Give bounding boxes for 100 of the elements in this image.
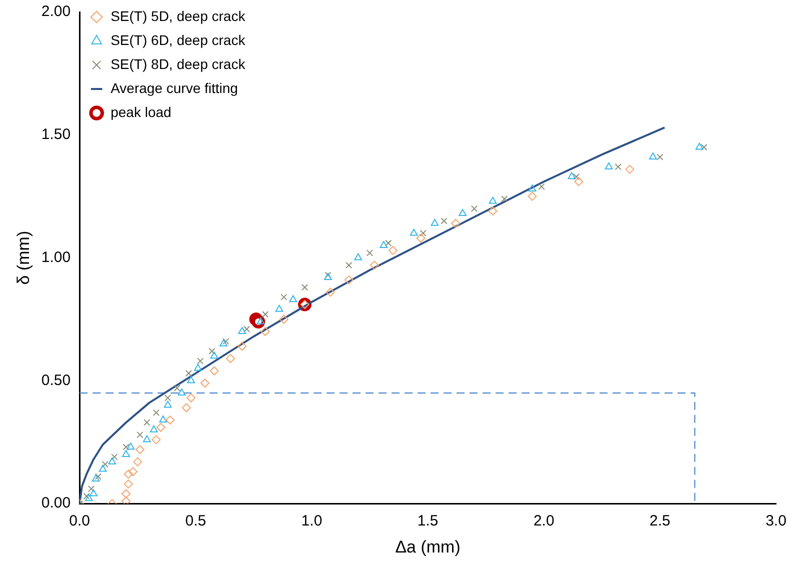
point	[83, 492, 90, 500]
point	[136, 431, 144, 438]
point	[625, 164, 634, 174]
y-tick-label: 1.50	[41, 126, 71, 144]
y-axis-title: δ (mm)	[14, 230, 33, 285]
point	[488, 196, 497, 204]
point	[238, 342, 247, 351]
point	[488, 206, 498, 216]
point	[501, 195, 508, 202]
point	[354, 253, 362, 260]
point	[528, 192, 537, 201]
x-tick-label: 0.5	[185, 512, 206, 530]
point	[458, 209, 467, 216]
point	[380, 241, 388, 248]
point	[185, 370, 192, 377]
point	[142, 435, 151, 442]
point	[200, 378, 210, 388]
point	[649, 152, 657, 160]
point	[135, 445, 144, 454]
legend-label: SE(T) 5D, deep crack	[110, 8, 246, 24]
point	[574, 177, 584, 186]
point	[126, 442, 135, 450]
point	[538, 183, 545, 190]
point	[289, 295, 298, 302]
point	[159, 416, 168, 423]
point	[128, 467, 138, 476]
point	[108, 457, 116, 464]
point	[614, 164, 622, 170]
point	[88, 486, 95, 492]
x-tick-label: 3.0	[766, 512, 786, 530]
point	[410, 228, 418, 236]
point	[388, 246, 398, 255]
point	[178, 388, 186, 396]
point	[568, 172, 576, 180]
y-tick-label: 0.50	[41, 372, 71, 389]
point	[604, 162, 613, 170]
legend-label: peak load	[110, 104, 172, 120]
y-tick-label: 2.00	[41, 3, 71, 20]
point	[220, 339, 228, 346]
point	[573, 173, 580, 180]
point	[279, 314, 288, 324]
y-tick-label: 1.00	[41, 248, 71, 266]
x-tick-label: 1.0	[301, 512, 322, 530]
point	[451, 218, 460, 228]
point	[366, 250, 374, 256]
point	[94, 473, 102, 480]
point	[346, 262, 352, 269]
point	[90, 489, 98, 496]
point	[440, 218, 448, 224]
point	[186, 393, 196, 402]
point	[326, 288, 335, 297]
point	[528, 184, 536, 192]
point	[124, 479, 133, 488]
point	[150, 425, 158, 432]
x-tick-label: 1.5	[417, 512, 438, 530]
point	[152, 409, 160, 416]
point	[156, 422, 166, 432]
x-tick-label: 0.0	[69, 512, 90, 530]
point	[166, 416, 175, 425]
point	[122, 444, 130, 450]
x-tick-label: 2.5	[650, 512, 670, 530]
point	[122, 450, 130, 457]
point	[98, 464, 107, 472]
point	[695, 142, 704, 150]
point	[122, 489, 131, 498]
x-axis-title: Δa (mm)	[395, 537, 460, 556]
point	[164, 394, 172, 402]
point	[182, 403, 191, 412]
point	[226, 354, 235, 364]
point	[196, 358, 204, 364]
point	[301, 284, 308, 291]
point	[262, 311, 269, 318]
point	[370, 260, 379, 270]
point	[243, 326, 250, 332]
point	[102, 460, 108, 468]
legend-label: Average curve fitting	[110, 80, 238, 96]
legend-label: SE(T) 8D, deep crack	[110, 56, 246, 72]
point	[144, 419, 150, 426]
point	[174, 384, 180, 392]
point	[208, 348, 216, 355]
point	[416, 234, 426, 243]
point	[430, 218, 439, 226]
point	[700, 144, 708, 151]
x-tick-label: 2.0	[533, 512, 554, 530]
point	[222, 338, 230, 345]
point	[275, 304, 284, 312]
legend-label: SE(T) 6D, deep crack	[110, 32, 246, 48]
point	[210, 366, 219, 376]
point	[210, 352, 218, 359]
y-tick-label: 0.00	[41, 494, 71, 512]
point	[187, 376, 195, 384]
point	[260, 327, 270, 336]
point	[194, 364, 202, 371]
point	[84, 494, 93, 502]
point	[385, 240, 392, 246]
point	[238, 327, 246, 334]
point	[152, 435, 161, 444]
point	[92, 474, 100, 482]
point	[122, 496, 131, 504]
point	[344, 275, 354, 284]
